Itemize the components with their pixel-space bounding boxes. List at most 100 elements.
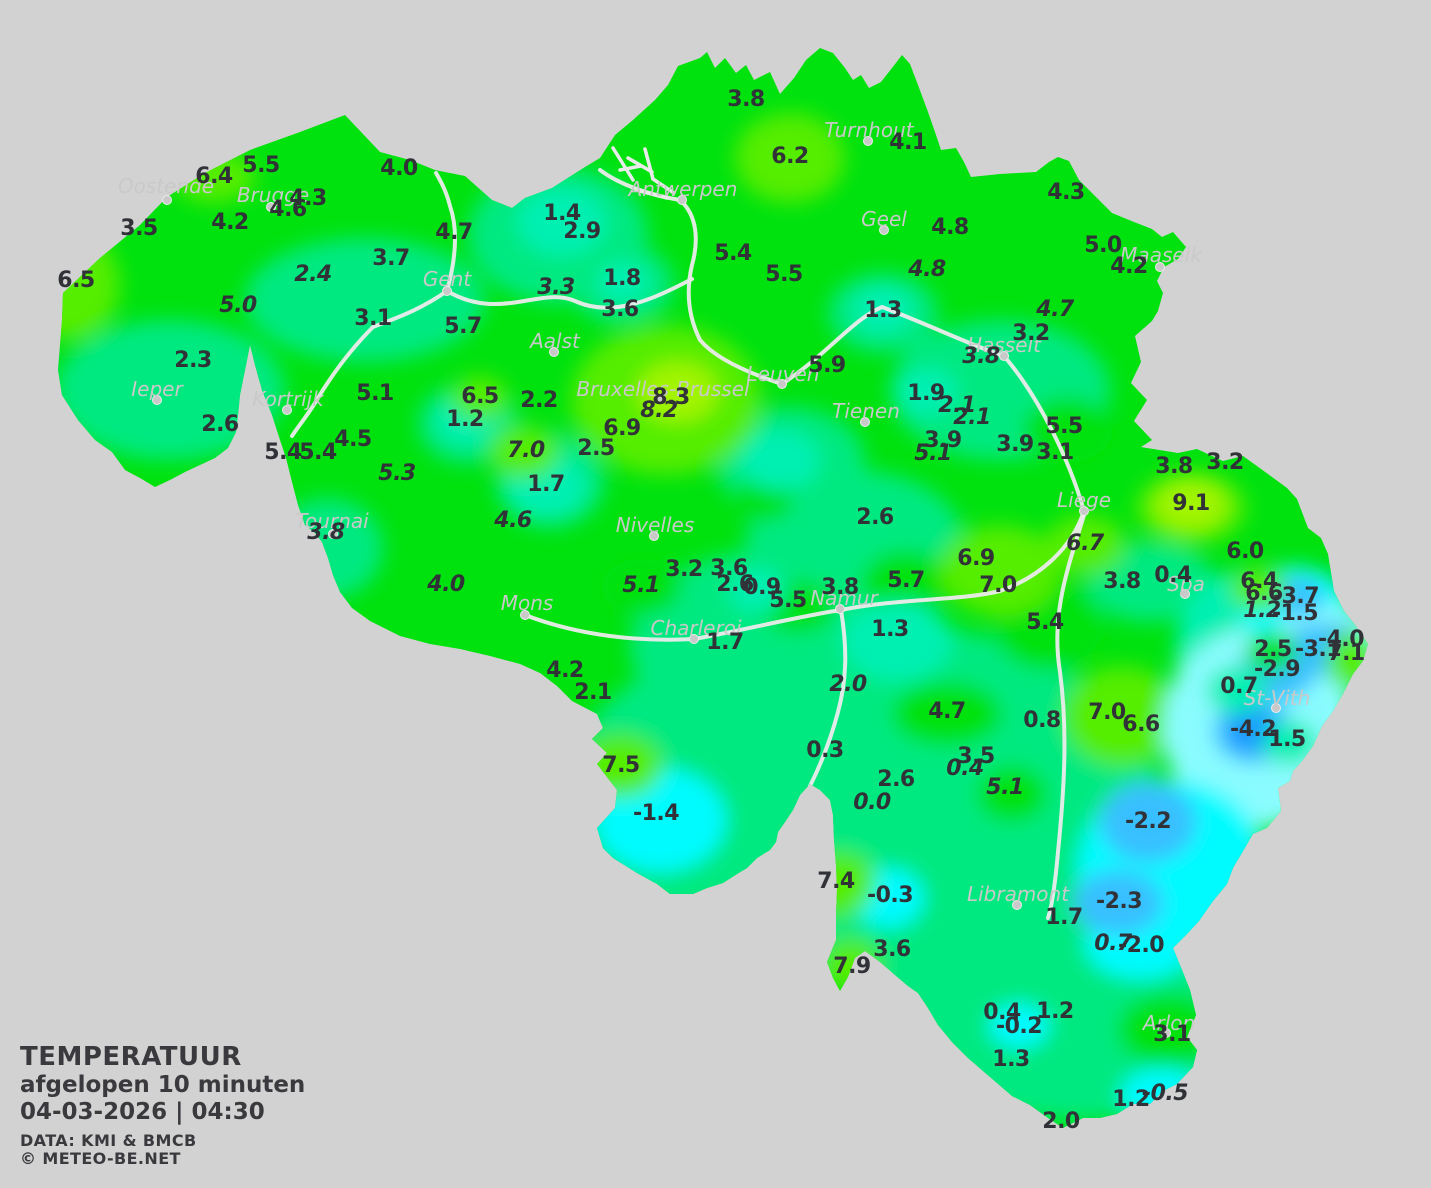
temperature-value: 5.5 (769, 588, 807, 613)
temperature-value: 4.0 (380, 156, 418, 181)
temperature-value: 0.9 (743, 575, 781, 600)
city-label: Mons (500, 591, 554, 615)
temperature-value: 5.7 (444, 314, 482, 339)
temperature-value: 4.7 (1036, 297, 1074, 322)
temperature-value: 3.8 (1155, 454, 1193, 479)
temperature-value: 5.5 (1045, 414, 1083, 439)
temperature-value: 2.1 (574, 680, 612, 705)
temperature-value: 5.4 (299, 440, 337, 465)
city-label: Gent (422, 267, 472, 291)
city-dot (1161, 1028, 1171, 1038)
temperature-value: 3.9 (996, 432, 1034, 457)
city-dot (162, 195, 172, 205)
legend-copyright: © METEO-BE.NET (20, 1149, 181, 1169)
temperature-value: 1.3 (871, 617, 909, 642)
city-label: Kortrijk (252, 387, 324, 411)
temperature-value: -1.4 (632, 801, 680, 826)
temperature-value: 4.6 (269, 197, 307, 222)
city-dot (1271, 703, 1281, 713)
city-dot (442, 286, 452, 296)
temperature-value: 6.9 (603, 416, 641, 441)
temperature-value: 7.0 (507, 438, 545, 463)
legend-subtitle: afgelopen 10 minuten (20, 1072, 306, 1099)
temperature-value: -2.0 (1117, 933, 1165, 958)
temperature-value: 7.0 (979, 573, 1017, 598)
temperature-value: 1.2 (1036, 999, 1074, 1024)
temperature-value: 2.5 (1254, 637, 1292, 662)
temperature-value: 5.4 (264, 440, 302, 465)
temperature-value: 3.1 (1036, 440, 1074, 465)
city-dot (1079, 506, 1089, 516)
temperature-value: 0.0 (853, 790, 891, 815)
city-label: St-Vith (1243, 686, 1311, 710)
city-label: Libramont (966, 882, 1070, 906)
temperature-value: 3.6 (873, 937, 911, 962)
map-legend: TEMPERATUUR afgelopen 10 minuten 04-03-2… (20, 1042, 305, 1169)
temperature-value: 4.3 (1047, 180, 1085, 205)
temperature-value: 5.1 (914, 441, 952, 466)
temperature-value: 3.6 (601, 297, 639, 322)
temperature-value: -3.1 (1294, 637, 1342, 662)
temperature-value: 4.2 (211, 210, 249, 235)
temperature-value: 5.9 (808, 353, 846, 378)
temperature-value: 7.9 (833, 954, 871, 979)
temperature-value: 0.4 (946, 756, 984, 781)
temperature-value: 4.7 (928, 699, 966, 724)
temperature-value: 2.6 (856, 505, 894, 530)
temperature-value: 1.7 (527, 472, 565, 497)
temperature-value: 0.7 (1094, 931, 1132, 956)
temperature-value: 8.3 (652, 385, 690, 410)
temperature-value: 7.5 (602, 753, 640, 778)
temperature-value: 0.3 (806, 738, 844, 763)
temperature-value: 2.1 (938, 393, 976, 418)
temperature-value: 5.4 (1026, 610, 1064, 635)
legend-title: TEMPERATUUR (20, 1042, 242, 1072)
temperature-value: 5.4 (714, 241, 752, 266)
temperature-value: 1.9 (907, 381, 945, 406)
temperature-value: 1.4 (543, 201, 581, 226)
temperature-value: 6.4 (1240, 569, 1278, 594)
temperature-value: 3.1 (1153, 1022, 1191, 1047)
temperature-value: 3.7 (372, 246, 410, 271)
temperature-value: 3.8 (727, 87, 765, 112)
temperature-value: 0.4 (1154, 563, 1192, 588)
temperature-value: 4.8 (908, 257, 946, 282)
temperature-value: 3.5 (957, 744, 995, 769)
temperature-value: 1.2 (1112, 1087, 1150, 1112)
city-dot (1012, 900, 1022, 910)
temperature-value: 6.6 (1122, 712, 1160, 737)
temperature-value: 3.8 (821, 575, 859, 600)
temperature-value: 1.7 (1045, 905, 1083, 930)
city-label: Leuven (746, 362, 820, 386)
city-label: Antwerpen (628, 177, 738, 201)
city-dot (152, 395, 162, 405)
temperature-value: 1.3 (992, 1047, 1030, 1072)
temperature-value: 2.0 (829, 672, 867, 697)
temperature-value: 6.9 (957, 546, 995, 571)
city-label: Maaseik (1120, 243, 1202, 267)
city-label: Namur (810, 586, 878, 610)
temperature-value: -2.3 (1095, 889, 1143, 914)
temperature-value: 3.8 (1103, 569, 1141, 594)
temperature-value: 5.5 (765, 262, 803, 287)
temperature-value: 2.4 (294, 262, 332, 287)
city-dot (777, 379, 787, 389)
temperature-value: 1.8 (603, 266, 641, 291)
temperature-value: 2.9 (563, 219, 601, 244)
temperature-value: 6.0 (1226, 539, 1264, 564)
temperature-value: 3.2 (1206, 450, 1244, 475)
temperature-value: 2.6 (877, 767, 915, 792)
temperature-value: 2.2 (520, 388, 558, 413)
temperature-value: 3.1 (354, 306, 392, 331)
temperature-value: 2.6 (716, 572, 754, 597)
city-label: Nivelles (615, 513, 695, 537)
temperature-value: 6.7 (1066, 531, 1104, 556)
city-label: Turnhout (824, 118, 914, 142)
legend-datetime: 04-03-2026 | 04:30 (20, 1098, 265, 1125)
temperature-value: 3.8 (962, 344, 1000, 369)
temperature-value: 8.2 (640, 398, 678, 423)
temperature-value: 4.6 (494, 508, 532, 533)
city-label: Arlon (1142, 1011, 1196, 1035)
city-dot (282, 405, 292, 415)
city-label: Charleroi (650, 616, 742, 640)
